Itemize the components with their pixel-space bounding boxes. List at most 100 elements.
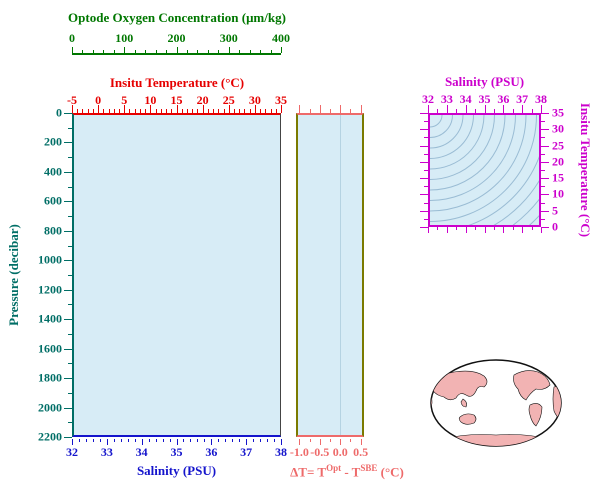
isopycnal-line [528, 215, 539, 225]
tick-mark [218, 50, 220, 53]
delta-axis-labels: -1.0 -0.5 0.0 0.5 [290, 445, 368, 459]
tick-mark [437, 109, 439, 113]
tick-mark [150, 105, 152, 113]
landmass-greenland [543, 363, 556, 372]
oxygen-axis-title: Optode Oxygen Concentration (μm/kg) [68, 10, 286, 25]
tick-mark [92, 109, 94, 113]
tick-label: 400 [44, 164, 62, 179]
tick-mark [465, 227, 467, 233]
tick-mark [213, 109, 215, 113]
tick-label: 33 [100, 445, 113, 459]
delta-t-plot-area[interactable] [296, 113, 364, 437]
tick-mark [68, 127, 72, 129]
profile-plot-area[interactable] [72, 113, 281, 437]
tick-mark [319, 105, 321, 113]
tick-mark [424, 153, 428, 155]
tick-mark [541, 227, 549, 228]
landmass-india [460, 398, 467, 408]
tick-mark [211, 439, 213, 445]
tick-mark [254, 105, 256, 113]
tick-mark [446, 105, 448, 113]
tick-mark [249, 109, 251, 113]
tick-mark [72, 47, 73, 53]
tick-mark [309, 109, 311, 113]
tick-mark [270, 109, 272, 113]
world-map[interactable] [426, 357, 566, 449]
tick-mark [113, 439, 115, 442]
tick-mark [68, 157, 72, 159]
tick-mark [265, 109, 267, 113]
tick-mark [98, 105, 100, 113]
tick-mark [204, 439, 206, 442]
tick-mark [64, 378, 72, 380]
tick-mark [541, 121, 545, 123]
tick-label: 0.5 [353, 445, 369, 459]
tick-mark [281, 47, 282, 53]
tick-label: 200 [167, 31, 186, 45]
tick-mark [183, 439, 185, 442]
tick-mark [420, 210, 428, 212]
tick-mark [124, 105, 126, 113]
tick-mark [541, 210, 549, 212]
tick-mark [166, 50, 168, 53]
pressure-axis-ticks [64, 113, 72, 438]
tick-label: 20 [196, 93, 209, 107]
tick-mark [99, 439, 101, 442]
tick-label: 37 [516, 92, 529, 106]
tick-label: 1800 [38, 370, 62, 385]
tick-label: 2000 [38, 400, 62, 415]
landmass-south-america [528, 403, 543, 427]
tick-label: 30 [248, 93, 261, 107]
tick-mark [127, 439, 129, 442]
tick-mark [72, 439, 73, 445]
tick-mark [274, 439, 276, 442]
tick-label: 1200 [38, 282, 62, 297]
tick-mark [275, 109, 277, 113]
isopycnal-line [468, 156, 539, 225]
tick-mark [246, 439, 248, 445]
ts-diagram-plot-area[interactable] [428, 113, 541, 227]
tick-mark [134, 439, 136, 442]
tick-label: 32 [422, 92, 434, 106]
tick-mark [82, 109, 84, 113]
isopycnal-line [512, 198, 539, 225]
tick-mark [103, 109, 105, 113]
tick-mark [456, 227, 458, 230]
tick-label: 400 [272, 31, 290, 45]
tick-label: 38 [275, 445, 287, 459]
tick-mark [260, 109, 262, 113]
tick-label: 30 [552, 121, 564, 136]
ts-salinity-axis-title: Salinity (PSU) [444, 74, 525, 89]
tick-label: 1600 [38, 341, 62, 356]
tick-mark [228, 47, 230, 53]
tick-label: 200 [44, 134, 62, 149]
ts-temperature-axis-ticks [541, 113, 549, 228]
tick-mark [428, 227, 429, 233]
isopycnal-line [430, 115, 527, 212]
tick-mark [299, 105, 301, 113]
tick-mark [64, 260, 72, 262]
tick-mark [233, 109, 235, 113]
tick-mark [218, 109, 220, 113]
delta-label-part: (°C) [377, 464, 404, 480]
tick-mark [162, 439, 164, 442]
oxygen-axis-line [72, 47, 282, 55]
tick-label: 35 [170, 445, 183, 459]
salinity-axis-labels: 32 33 34 35 36 37 38 [66, 445, 287, 459]
tick-mark [484, 227, 486, 233]
tick-label: 35 [552, 105, 564, 120]
tick-mark [340, 439, 342, 445]
tick-mark [299, 439, 301, 445]
tick-mark [106, 439, 108, 445]
tick-mark [113, 50, 115, 53]
tick-mark [424, 170, 428, 171]
tick-label: 15 [552, 170, 564, 185]
tick-mark [155, 50, 157, 53]
tick-mark [475, 227, 477, 230]
temperature-axis-ticks [72, 105, 282, 113]
pressure-axis-title: Pressure (decibar) [6, 224, 21, 326]
tick-label: 20 [552, 154, 564, 169]
tick-label: 100 [115, 31, 134, 45]
tick-mark [350, 439, 352, 442]
tick-mark [267, 439, 269, 442]
